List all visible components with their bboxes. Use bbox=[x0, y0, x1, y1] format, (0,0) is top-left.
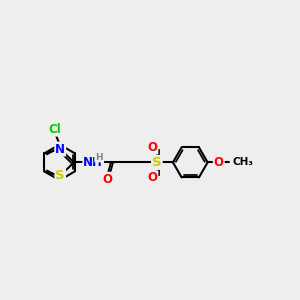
Text: O: O bbox=[214, 156, 224, 169]
Text: O: O bbox=[147, 140, 158, 154]
Text: CH₃: CH₃ bbox=[233, 158, 254, 167]
Text: O: O bbox=[102, 173, 112, 186]
Text: H: H bbox=[95, 153, 103, 162]
Text: NH: NH bbox=[83, 156, 103, 169]
Text: Cl: Cl bbox=[48, 123, 61, 136]
Text: S: S bbox=[56, 169, 65, 182]
Text: O: O bbox=[147, 171, 158, 184]
Text: N: N bbox=[55, 142, 65, 155]
Text: S: S bbox=[152, 156, 162, 169]
